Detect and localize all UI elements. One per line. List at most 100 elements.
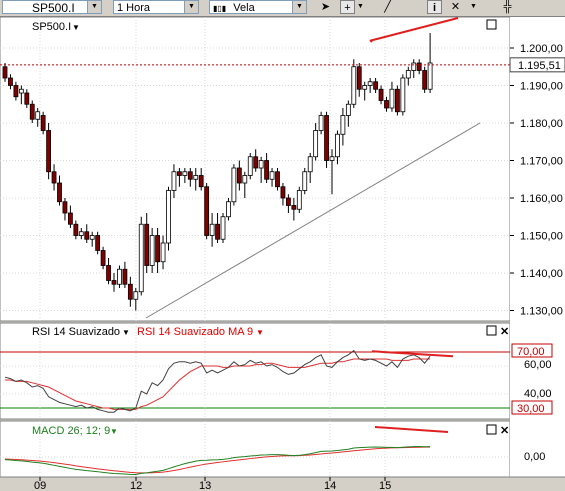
draw-line-icon[interactable]: ╱ — [384, 1, 391, 13]
x-axis-label: 09 — [34, 480, 46, 491]
candle — [176, 171, 182, 176]
delete-icon[interactable]: ✕ — [450, 1, 461, 13]
rsi-upper-level-label: 70,00 — [517, 346, 545, 358]
toolbar: SP500.I ▼ 1 Hora ▼ ▮▯▮ Vela ▼ ➤ + ▼ ╱ i … — [0, 0, 565, 17]
price-tick-label: 1.190,00 — [520, 81, 563, 93]
rsi-upper-tag — [511, 343, 553, 358]
candle — [18, 88, 24, 94]
candle — [285, 197, 291, 206]
rsi-menu-icon[interactable]: ▼ — [122, 328, 130, 337]
candle — [335, 133, 340, 158]
chart-style-select[interactable]: ▮▯▮ Vela ▼ — [209, 0, 307, 14]
divergence-line-price[interactable] — [370, 17, 459, 42]
candle — [144, 223, 150, 266]
candle — [62, 201, 68, 214]
chart-style-select-value: Vela — [233, 2, 255, 14]
split-view-icon[interactable]: ╬ — [503, 1, 512, 13]
interval-select[interactable]: 1 Hora ▼ — [113, 0, 199, 14]
symbol-select[interactable]: SP500.I ▼ — [2, 0, 102, 15]
candle — [345, 103, 351, 116]
current-price-tag — [509, 57, 565, 73]
rsi-ma-menu-icon[interactable]: ▼ — [256, 328, 264, 337]
rsi-line — [4, 349, 431, 413]
candle — [291, 205, 297, 210]
x-axis-label: 12 — [130, 480, 142, 491]
candle — [220, 216, 226, 240]
symbol-select-value: SP500.I — [32, 1, 75, 15]
candle — [78, 231, 84, 236]
candle — [46, 130, 51, 173]
candle — [296, 190, 302, 210]
close-icon[interactable]: ✕ — [500, 425, 509, 437]
price-panel[interactable] — [0, 16, 511, 322]
candle — [117, 268, 122, 285]
candle — [427, 62, 433, 90]
candle — [13, 85, 19, 98]
candle — [384, 100, 389, 109]
candle — [198, 175, 204, 188]
candle — [68, 212, 73, 225]
candle — [35, 111, 41, 120]
x-axis-labels: 09 12 13 14 15 — [34, 477, 391, 491]
candle — [2, 66, 8, 79]
chevron-down-icon[interactable]: ▼ — [87, 1, 101, 13]
candle — [242, 175, 248, 184]
maximize-icon[interactable] — [486, 424, 497, 435]
candle — [100, 250, 106, 266]
price-tick-label: 1.200,00 — [520, 43, 563, 55]
candle — [394, 88, 400, 113]
candle — [24, 92, 30, 105]
candle — [122, 268, 128, 285]
candle — [204, 186, 210, 236]
candle — [269, 171, 275, 180]
more-icon[interactable]: ▼ — [470, 3, 477, 10]
candle — [411, 62, 417, 71]
candle — [155, 235, 161, 263]
candle — [133, 291, 139, 300]
dropdown-icon[interactable]: ▼ — [357, 3, 364, 10]
candle — [416, 62, 422, 71]
y-axis-area — [510, 17, 565, 477]
macd-lines — [4, 445, 431, 476]
interval-select-value: 1 Hora — [117, 2, 151, 14]
candle-style-icon: ▮▯▮ — [213, 4, 227, 13]
candle — [187, 171, 193, 180]
close-icon[interactable]: ✕ — [500, 326, 509, 338]
divergence-line-rsi[interactable] — [371, 350, 454, 358]
price-tick-label: 1.150,00 — [520, 231, 563, 243]
candle — [182, 171, 188, 176]
macd-menu-icon[interactable]: ▼ — [110, 427, 118, 436]
macd-title: MACD 26; 12; 9 — [32, 425, 110, 437]
candle — [166, 190, 171, 244]
crosshair-icon[interactable]: + — [340, 0, 355, 14]
info-icon[interactable]: i — [427, 0, 442, 14]
macd-grid — [0, 421, 510, 477]
x-axis-area — [0, 477, 565, 491]
maximize-icon[interactable] — [486, 19, 497, 30]
rsi-lower-level-label: 30,00 — [517, 403, 545, 415]
symbol-menu-icon[interactable]: ▼ — [72, 23, 80, 32]
candle — [405, 70, 411, 79]
macd-zero-label: 0,00 — [524, 451, 545, 463]
candle — [84, 231, 90, 240]
x-axis-label: 14 — [324, 480, 336, 491]
support-trendline[interactable] — [145, 122, 481, 319]
cursor-arrow-icon[interactable]: ➤ — [320, 1, 331, 13]
price-tick-label: 1.180,00 — [520, 118, 563, 130]
candle — [73, 223, 79, 236]
chevron-down-icon[interactable]: ▼ — [292, 1, 306, 13]
price-axis-labels: 1.200,00 1.190,00 1.180,00 1.170,00 1.160,00… — [520, 43, 563, 318]
maximize-icon[interactable] — [486, 325, 497, 336]
candle — [138, 223, 144, 293]
candle — [389, 88, 395, 109]
chevron-down-icon[interactable]: ▼ — [184, 1, 198, 13]
price-tick-label: 1.170,00 — [520, 156, 563, 168]
candle — [318, 115, 324, 131]
divergence-line-macd[interactable] — [374, 426, 449, 433]
symbol-label: SP500.I — [32, 21, 71, 33]
rsi-tick-label: 40,00 — [524, 388, 552, 400]
price-tick-label: 1.130,00 — [520, 306, 563, 318]
macd-signal-line — [4, 446, 431, 474]
candle — [40, 115, 46, 131]
